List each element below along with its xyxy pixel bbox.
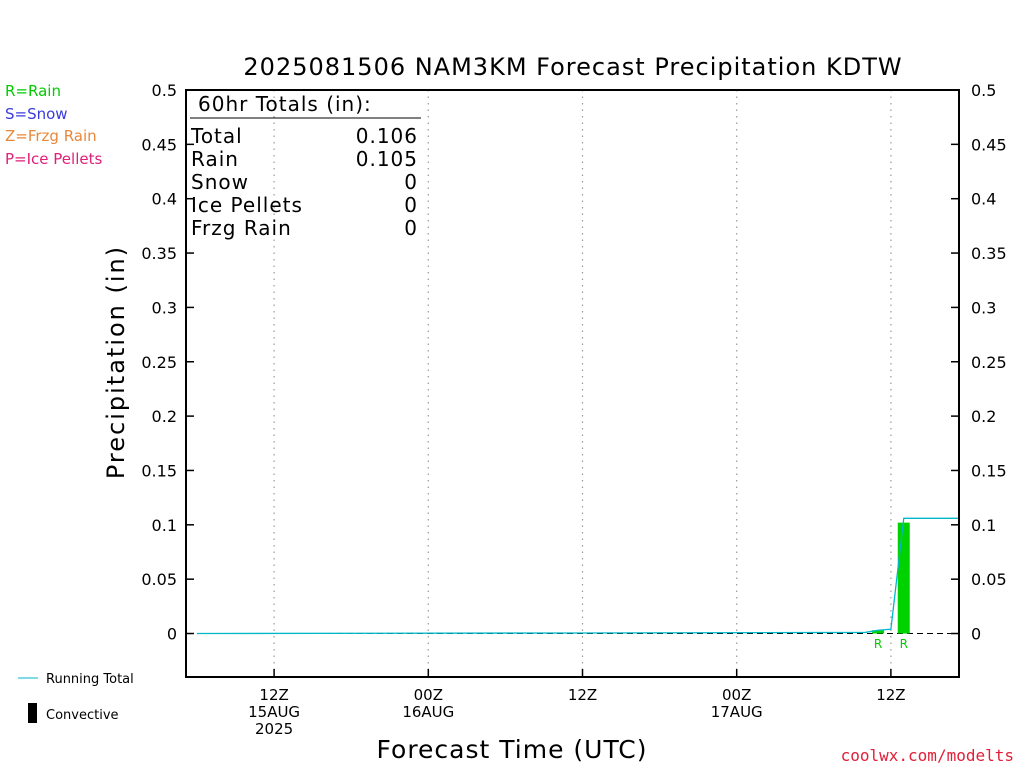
y-tick-label-right: 0.1 (971, 516, 996, 535)
y-tick-label-left: 0.4 (152, 190, 177, 209)
legend-frzg-rain: Z=Frzg Rain (5, 127, 97, 145)
plot-gridlines (273, 90, 892, 677)
x-tick-label: 17AUG (711, 703, 763, 721)
y-tick-label-left: 0.1 (152, 516, 177, 535)
totals-row-value: 0.105 (356, 147, 418, 171)
bar-type-label: R (874, 637, 882, 651)
totals-row-value: 0 (404, 216, 418, 240)
y-tick-label-right: 0.5 (971, 81, 996, 100)
y-tick-label-right: 0.15 (971, 461, 1007, 480)
series-legend: Running Total Convective (18, 672, 134, 723)
plot-frame (185, 89, 960, 678)
legend-rain: R=Rain (5, 82, 61, 100)
y-tick-label-right: 0.2 (971, 407, 996, 426)
totals-row-name: Total (190, 124, 243, 148)
x-tick-label: 12Z (568, 686, 597, 704)
y-tick-label-right: 0.45 (971, 135, 1007, 154)
y-tick-label-left: 0.5 (152, 81, 177, 100)
y-tick-label-left: 0.15 (141, 461, 177, 480)
x-tick-label: 2025 (255, 720, 293, 738)
y-tick-label-left: 0.25 (141, 353, 177, 372)
precip-bar (897, 522, 910, 634)
precip-bar (872, 630, 885, 634)
chart-title: 2025081506 NAM3KM Forecast Precipitation… (243, 53, 902, 81)
x-tick-label: 12Z (876, 686, 905, 704)
running-total-line (196, 517, 959, 635)
y-tick-label-right: 0.25 (971, 353, 1007, 372)
totals-row-value: 0 (404, 170, 418, 194)
y-tick-label-left: 0.3 (152, 298, 177, 317)
convective-legend-label: Convective (46, 708, 119, 723)
legend-ice-pellets: P=Ice Pellets (5, 150, 102, 168)
bar-type-label: R (900, 637, 908, 651)
totals-box: 60hr Totals (in): Total 0.106 Rain 0.105… (190, 92, 421, 240)
y-axis-label: Precipitation (in) (102, 245, 130, 479)
totals-row-value: 0 (404, 193, 418, 217)
y-tick-label-left: 0.35 (141, 244, 177, 263)
totals-row-name: Rain (191, 147, 239, 171)
site-credit: coolwx.com/modelts (841, 746, 1014, 765)
totals-row-value: 0.106 (356, 124, 418, 148)
y-tick-label-left: 0.45 (141, 135, 177, 154)
x-tick-label: 12Z (259, 686, 288, 704)
totals-row-name: Frzg Rain (191, 216, 292, 240)
x-tick-label: 16AUG (402, 703, 454, 721)
totals-row-name: Ice Pellets (191, 193, 303, 217)
legend-snow: S=Snow (5, 105, 68, 123)
x-tick-label: 15AUG (248, 703, 300, 721)
y-tick-label-right: 0 (971, 625, 981, 644)
x-tick-label: 00Z (722, 686, 751, 704)
totals-row-name: Snow (191, 170, 249, 194)
x-axis-label: Forecast Time (UTC) (377, 735, 648, 764)
y-tick-label-right: 0.35 (971, 244, 1007, 263)
y-tick-label-left: 0 (167, 625, 177, 644)
convective-legend-swatch (28, 703, 37, 723)
running-total-legend-label: Running Total (46, 672, 134, 687)
totals-header: 60hr Totals (in): (198, 92, 372, 116)
y-tick-label-left: 0.05 (141, 570, 177, 589)
y-tick-label-right: 0.4 (971, 190, 996, 209)
y-tick-label-right: 0.3 (971, 298, 996, 317)
y-tick-label-left: 0.2 (152, 407, 177, 426)
y-tick-label-right: 0.05 (971, 570, 1007, 589)
x-tick-label: 00Z (414, 686, 443, 704)
precip-type-legend: R=Rain S=Snow Z=Frzg Rain P=Ice Pellets (5, 82, 102, 168)
